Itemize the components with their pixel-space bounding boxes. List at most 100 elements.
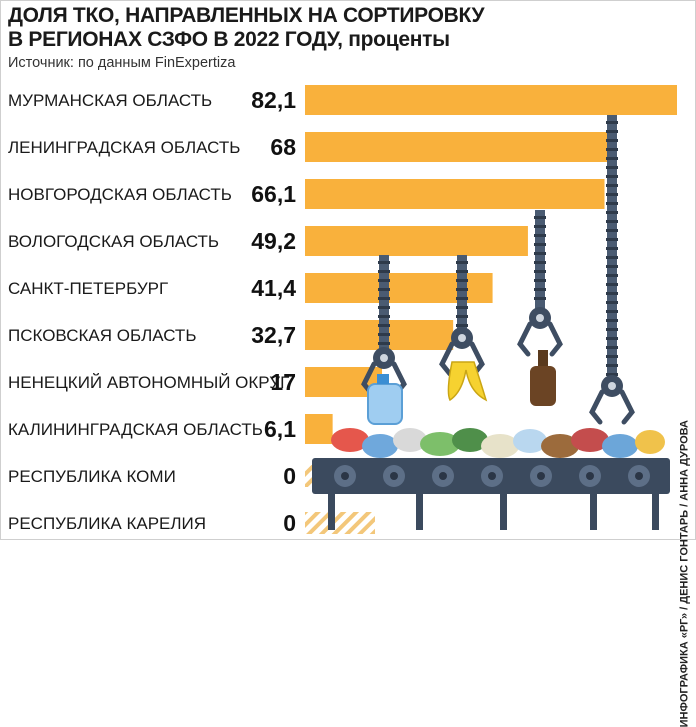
waste-item (602, 434, 638, 458)
robot-arm-rib (606, 238, 618, 241)
waste-item (481, 434, 519, 458)
robot-arm-rib (534, 252, 546, 255)
robot-arm-rib (378, 306, 390, 309)
robot-arm-rib (456, 270, 468, 273)
robot-arm-rib (378, 333, 390, 336)
labels-layer: МУРМАНСКАЯ ОБЛАСТЬ 82,1 ЛЕНИНГРАДСКАЯ ОБЛА… (8, 87, 296, 536)
chart-title: ДОЛЯ ТКО, НАПРАВЛЕННЫХ НА СОРТИРОВКУ В Р… (8, 4, 608, 52)
robot-arm-rod (457, 255, 467, 330)
title-line-1: ДОЛЯ ТКО, НАПРАВЛЕННЫХ НА СОРТИРОВКУ (8, 4, 485, 27)
value-label: 0 (283, 463, 296, 489)
sorting-illustration (312, 115, 670, 530)
conveyor-roller-hub (635, 472, 643, 480)
robot-arm-rib (456, 324, 468, 327)
robot-arm-rib (606, 310, 618, 313)
category-label: ЛЕНИНГРАДСКАЯ ОБЛАСТЬ (8, 138, 240, 157)
robot-arm-rib (534, 270, 546, 273)
conveyor-roller-hub (488, 472, 496, 480)
robot-arm-rib (456, 279, 468, 282)
robot-arm-rib (534, 288, 546, 291)
robot-arm-rib (606, 148, 618, 151)
value-label: 0 (283, 510, 296, 536)
robot-arm-rib (534, 234, 546, 237)
robot-arm-rib (456, 288, 468, 291)
robot-arm-rib (378, 261, 390, 264)
robot-arm-rib (534, 297, 546, 300)
waste-item (635, 430, 665, 454)
conveyor-roller-hub (537, 472, 545, 480)
robot-claw-left (589, 389, 605, 425)
robot-arm-rib (378, 270, 390, 273)
robot-arm-rod (535, 210, 545, 310)
robot-arm-rib (606, 184, 618, 187)
title-unit: проценты (348, 28, 450, 51)
waste-item (541, 434, 579, 458)
bottle-cap (377, 374, 389, 384)
value-label: 49,2 (251, 228, 296, 254)
robot-arm-rib (606, 175, 618, 178)
robot-arm-rib (378, 297, 390, 300)
bar (305, 414, 333, 444)
robot-arm-rib (606, 373, 618, 376)
waste-item (452, 428, 488, 452)
robot-arm-rib (456, 261, 468, 264)
robot-arm-rib (606, 256, 618, 259)
robot-joint-center (608, 382, 616, 390)
category-label: САНКТ-ПЕТЕРБУРГ (8, 279, 168, 298)
robot-arm-rod (379, 255, 389, 350)
waste-item (331, 428, 369, 452)
robot-arm-rib (534, 243, 546, 246)
robot-arm-rib (606, 202, 618, 205)
category-label: ВОЛОГОДСКАЯ ОБЛАСТЬ (8, 232, 219, 251)
conveyor-roller-hub (390, 472, 398, 480)
robot-arm-rib (378, 324, 390, 327)
conveyor-leg (416, 494, 423, 530)
robot-arm-rib (606, 139, 618, 142)
value-label: 41,4 (251, 275, 296, 301)
robot-arm-rib (606, 220, 618, 223)
conveyor-leg (500, 494, 507, 530)
bar (305, 85, 677, 115)
bar (305, 226, 528, 256)
robot-arm-rib (606, 292, 618, 295)
waste-item (362, 434, 398, 458)
robot-arm-rib (378, 288, 390, 291)
value-label: 66,1 (251, 181, 296, 207)
robot-arm-rib (606, 130, 618, 133)
infographic-credit: ИНФОГРАФИКА «РГ» / ДЕНИС ГОНТАРЬ / АННА … (678, 420, 690, 727)
robot-arm-rib (606, 157, 618, 160)
robot-arm-rib (606, 301, 618, 304)
value-label: 6,1 (264, 416, 296, 442)
robot-arm-rib (606, 229, 618, 232)
conveyor-roller-hub (586, 472, 594, 480)
conveyor-leg (652, 494, 659, 530)
robot-arm-rib (606, 319, 618, 322)
category-label: МУРМАНСКАЯ ОБЛАСТЬ (8, 91, 212, 110)
conveyor-leg (590, 494, 597, 530)
robot-claw-left (439, 341, 455, 377)
robot-joint-center (458, 334, 466, 342)
source-note: Источник: по данным FinExpertiza (8, 55, 236, 71)
bar-chart: МУРМАНСКАЯ ОБЛАСТЬ 82,1 ЛЕНИНГРАДСКАЯ ОБЛА… (8, 85, 677, 536)
bar (305, 132, 614, 162)
robot-arm-rib (606, 193, 618, 196)
robot-claw-left (517, 321, 533, 357)
robot-arm-rib (378, 342, 390, 345)
robot-joint-center (380, 354, 388, 362)
robot-arm-rib (606, 346, 618, 349)
water-bottle (367, 383, 403, 425)
robot-arm-rib (606, 121, 618, 124)
banana-peel (447, 361, 488, 402)
robot-joint-center (536, 314, 544, 322)
waste-item (571, 428, 609, 452)
robot-arm-rib (606, 247, 618, 250)
robot-arm-rib (534, 225, 546, 228)
waste-item (393, 428, 427, 452)
title-line-2-text: В РЕГИОНАХ СЗФО В 2022 ГОДУ, (8, 28, 343, 51)
value-label: 32,7 (251, 322, 296, 348)
category-label: НОВГОРОДСКАЯ ОБЛАСТЬ (8, 185, 232, 204)
value-label: 68 (270, 134, 296, 160)
robot-arm-rib (606, 337, 618, 340)
robot-arm-rib (456, 315, 468, 318)
bar (305, 179, 605, 209)
